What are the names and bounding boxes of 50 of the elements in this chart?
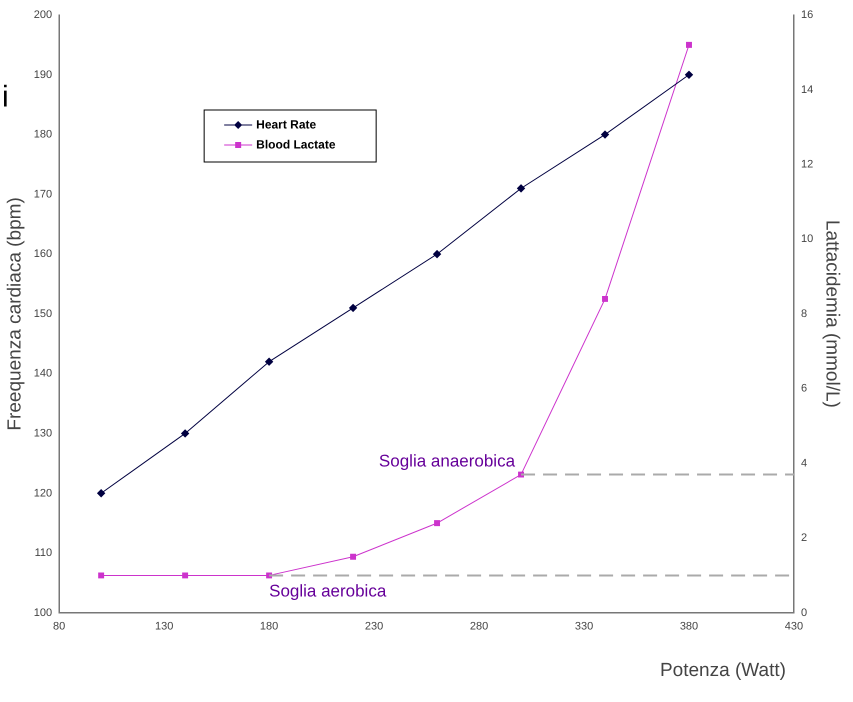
point bbox=[182, 572, 188, 578]
x-tick-label: 280 bbox=[470, 620, 488, 632]
y2-tick-label: 14 bbox=[800, 84, 814, 96]
legend-label: Blood Lactate bbox=[256, 137, 336, 152]
y-tick-label: 170 bbox=[34, 188, 52, 200]
x-tick-label: 330 bbox=[574, 620, 594, 632]
point bbox=[686, 42, 692, 48]
y-tick-label: 110 bbox=[34, 547, 52, 560]
point bbox=[349, 304, 358, 312]
point bbox=[433, 250, 442, 258]
point bbox=[601, 130, 610, 139]
x-tick-label: 130 bbox=[154, 620, 174, 632]
y2-axis-title: Lattacidemia (mmol/L) bbox=[821, 220, 842, 408]
y-tick-label: 120 bbox=[34, 487, 52, 500]
x-axis-title: Potenza (Watt) bbox=[660, 660, 786, 682]
y-tick-label: 160 bbox=[34, 248, 52, 260]
y2-tick-label: 4 bbox=[800, 457, 808, 470]
y-tick-label: 190 bbox=[34, 68, 52, 81]
point bbox=[181, 429, 190, 438]
y-tick-label: 100 bbox=[34, 606, 52, 619]
x-tick-label: 180 bbox=[260, 620, 278, 632]
point bbox=[97, 489, 106, 498]
y-tick-label: 180 bbox=[34, 128, 52, 141]
point bbox=[517, 184, 526, 192]
y2-tick-label: 10 bbox=[800, 233, 814, 246]
y2-tick-label: 6 bbox=[800, 382, 808, 395]
ref-line-label: Soglia aerobica bbox=[269, 582, 387, 601]
y-axis-title: Freequenza cardiaca (bpm) bbox=[4, 197, 26, 431]
y-tick-label: 140 bbox=[34, 368, 52, 380]
y-tick-label: 200 bbox=[34, 9, 52, 22]
x-tick-label: 380 bbox=[680, 620, 698, 632]
text: i bbox=[2, 80, 9, 114]
y-tick-label: 130 bbox=[34, 427, 52, 440]
x-tick-label: 430 bbox=[784, 620, 804, 632]
legend-label: Heart Rate bbox=[256, 117, 317, 132]
y2-tick-label: 12 bbox=[800, 158, 814, 170]
x-tick-label: 230 bbox=[364, 620, 384, 632]
y2-tick-label: 2 bbox=[800, 532, 808, 544]
y2-tick-label: 16 bbox=[800, 9, 814, 22]
point bbox=[602, 296, 608, 302]
point bbox=[265, 358, 274, 366]
y-tick-label: 150 bbox=[34, 308, 52, 320]
point bbox=[98, 572, 104, 578]
point bbox=[434, 520, 440, 526]
point bbox=[684, 70, 693, 79]
x-tick-label: 80 bbox=[53, 620, 66, 632]
y2-tick-label: 0 bbox=[800, 606, 808, 619]
ref-line-label: Soglia anaerobica bbox=[378, 452, 516, 471]
y2-tick-label: 8 bbox=[800, 308, 808, 320]
point bbox=[350, 554, 356, 560]
